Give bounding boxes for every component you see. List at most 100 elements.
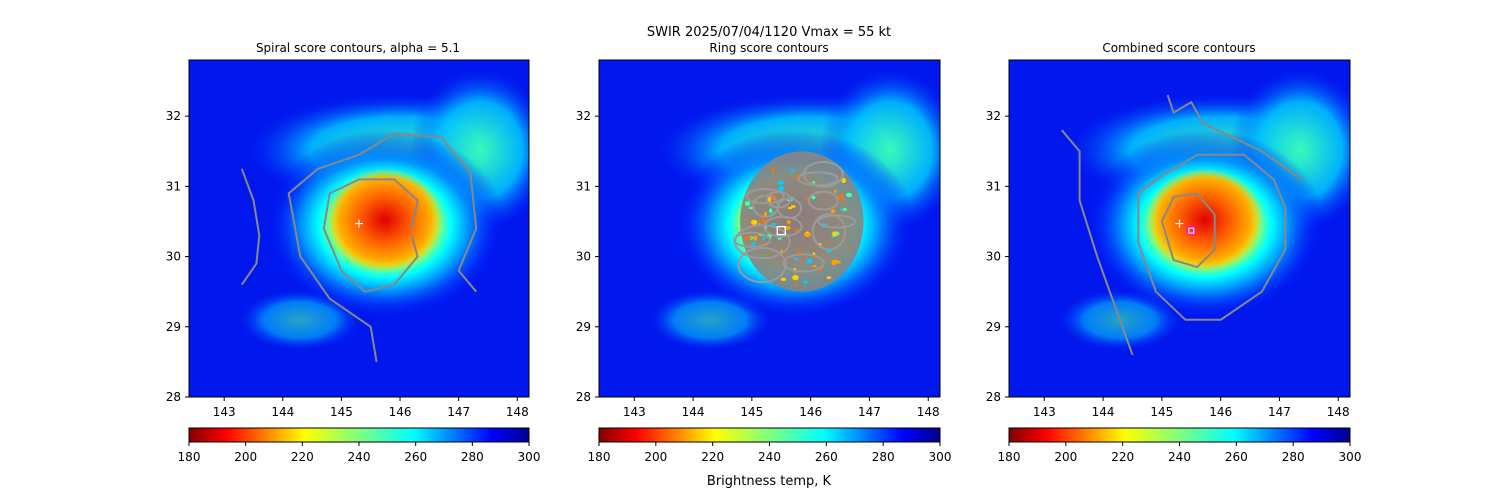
ring-axes-frame	[598, 59, 941, 398]
combined-colorbar-tick-label: 180	[998, 450, 1021, 464]
combined-x-tick-label: 145	[1150, 405, 1173, 419]
spiral-heatmap	[189, 60, 529, 397]
combined-y-tick-label: 30	[986, 250, 1001, 264]
ring-contour-fleck	[840, 208, 843, 212]
spiral-colorbar-tick-label: 300	[518, 450, 541, 464]
ring-contour-fleck	[762, 234, 766, 241]
ring-contour-loop	[797, 171, 839, 187]
spiral-y-axis: 28 29 30 31 32	[166, 109, 189, 404]
figure-suptitle: SWIR 2025/07/04/1120 Vmax = 55 kt	[647, 25, 891, 40]
spiral-axes-frame	[188, 59, 530, 398]
spiral-x-tick-label: 146	[389, 405, 412, 419]
ring-contour-fleck	[825, 249, 833, 253]
combined-colorbar-tick-label: 240	[1168, 450, 1191, 464]
spiral-x-tick-label: 144	[271, 405, 294, 419]
ring-contour-fleck	[846, 192, 853, 198]
ring-x-tick-label: 148	[917, 405, 940, 419]
combined-y-tick-label: 32	[986, 109, 1001, 123]
spiral-x-tick-label: 147	[447, 405, 470, 419]
ring-contour-fleck	[812, 265, 817, 268]
ring-contour-fleck	[790, 169, 795, 173]
combined-contour-line	[1061, 129, 1134, 356]
ring-y-tick-label: 30	[576, 250, 591, 264]
combined-contours	[1061, 94, 1304, 356]
ring-contour-fleck	[751, 241, 756, 246]
ring-contour-fleck	[751, 219, 758, 225]
ring-colorbar-tick-label: 300	[929, 450, 952, 464]
ring-contour-fleck	[841, 177, 846, 184]
ring-colorbar-tick-label: 280	[872, 450, 895, 464]
combined-markers	[1175, 219, 1197, 236]
combined-center-marker	[1188, 227, 1195, 234]
ring-contour-fleck	[803, 280, 808, 284]
ring-contour-loop	[807, 190, 839, 211]
ring-x-tick-label: 145	[740, 405, 763, 419]
ring-contour-fleck	[832, 231, 837, 237]
combined-x-tick-label: 144	[1092, 405, 1115, 419]
spiral-x-axis: 143 144 145 146 147 148	[213, 397, 529, 419]
ring-contour-fleck	[778, 186, 785, 191]
ring-contour-fleck	[787, 220, 791, 224]
ring-contour-fleck	[805, 197, 809, 200]
spiral-contour-line	[322, 178, 419, 293]
combined-axes-frame	[1008, 59, 1351, 398]
spiral-colorbar-tick-label: 180	[178, 450, 201, 464]
ring-contour-fleck	[771, 168, 776, 174]
ring-contour-loop	[782, 253, 825, 273]
combined-y-tick-label: 29	[986, 320, 1001, 334]
ring-markers	[776, 225, 786, 236]
ring-contour-fleck	[744, 201, 751, 206]
ring-contour-loop	[734, 224, 791, 260]
spiral-contour-line	[240, 168, 261, 286]
ring-contour-fleck	[768, 196, 771, 203]
ring-contour-fleck	[777, 237, 782, 240]
ring-contour-fleck	[790, 205, 796, 208]
ring-contour-fleck	[804, 231, 811, 238]
ring-square-marker	[776, 225, 786, 236]
spiral-colorbar-tick-label: 280	[461, 450, 484, 464]
ring-contour-fleck	[794, 258, 799, 261]
ring-y-axis: 28 29 30 31 32	[576, 109, 599, 404]
ring-colorbar-tick-label: 240	[758, 450, 781, 464]
spiral-y-tick-label: 30	[166, 250, 181, 264]
ring-y-tick-label: 29	[576, 320, 591, 334]
spiral-colorbar-tick-label: 240	[348, 450, 371, 464]
ring-title: Ring score contours	[709, 41, 828, 55]
panel-ring: Ring score contours 143 144 145 146 147 148 2…	[576, 41, 952, 489]
combined-x-tick-label: 143	[1033, 405, 1056, 419]
spiral-y-tick-label: 29	[166, 320, 181, 334]
combined-x-tick-label: 147	[1268, 405, 1291, 419]
combined-colorbar-tick-label: 280	[1282, 450, 1305, 464]
combined-contour-line	[1166, 94, 1304, 181]
ring-contour-loop	[817, 214, 857, 229]
ring-x-tick-label: 147	[858, 405, 881, 419]
combined-contour-line	[1160, 192, 1216, 269]
colorbar-label: Brightness temp, K	[707, 474, 832, 489]
combined-colorbar-ticks: 180 200 220 240 260 280 300	[998, 442, 1362, 464]
combined-colorbar-tick-label: 220	[1111, 450, 1134, 464]
combined-contour-line	[1137, 153, 1287, 321]
combined-colorbar	[1008, 427, 1351, 443]
spiral-y-tick-label: 31	[166, 179, 181, 193]
combined-colorbar-tick-label: 200	[1054, 450, 1077, 464]
combined-x-tick-label: 148	[1327, 405, 1350, 419]
spiral-contour-line	[287, 132, 478, 363]
ring-colorbar-tick-label: 260	[815, 450, 838, 464]
ring-contour-fleck	[753, 235, 758, 241]
ring-contour-fleck	[811, 195, 816, 200]
spiral-y-tick-label: 32	[166, 109, 181, 123]
ring-contours	[733, 151, 864, 292]
ring-contour-fleck	[830, 209, 836, 214]
combined-x-axis: 143 144 145 146 147 148	[1033, 397, 1350, 419]
combined-circle-marker	[1186, 225, 1197, 236]
ring-contour-fleck	[842, 207, 847, 212]
ring-contour-fleck	[831, 259, 837, 266]
ring-y-tick-label: 31	[576, 179, 591, 193]
spiral-y-tick-label: 28	[166, 390, 181, 404]
spiral-colorbar	[188, 427, 530, 443]
spiral-x-tick-label: 145	[330, 405, 353, 419]
ring-contour-fleck	[826, 276, 832, 280]
combined-colorbar-tick-label: 300	[1339, 450, 1362, 464]
ring-contour-loop	[745, 188, 785, 205]
